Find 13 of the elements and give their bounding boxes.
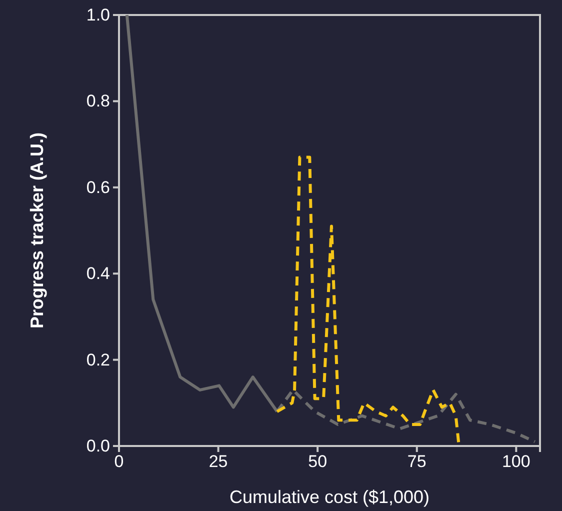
y-tick-label: 0.4: [86, 264, 110, 284]
y-tick-label: 1.0: [86, 5, 110, 24]
x-tick-label: 25: [208, 452, 228, 472]
y-tick-label: 0.0: [86, 436, 110, 456]
y-tick-label: 0.2: [86, 350, 110, 370]
x-tick-label: 100: [502, 452, 530, 472]
x-tick-label: 50: [308, 452, 328, 472]
x-axis-title: Cumulative cost ($1,000): [229, 487, 430, 507]
y-tick-label: 0.6: [86, 178, 110, 197]
x-tick-label: 75: [407, 452, 426, 472]
x-tick-label: 0: [114, 452, 124, 472]
y-tick-label: 0.8: [86, 92, 110, 111]
y-axis-title: Progress tracker (A.U.): [27, 132, 47, 329]
